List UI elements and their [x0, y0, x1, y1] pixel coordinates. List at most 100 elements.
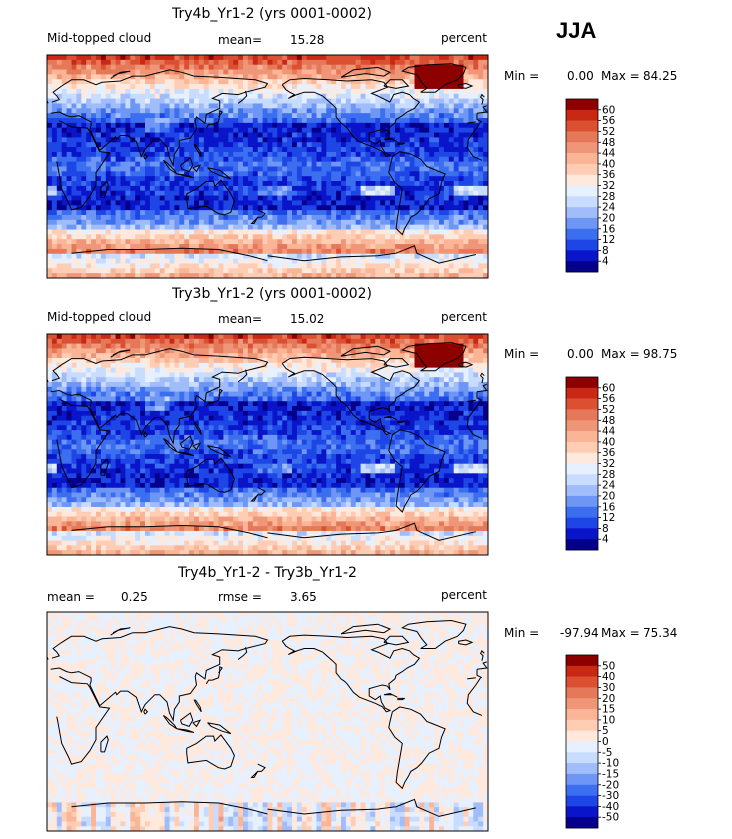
map-cell: [86, 195, 92, 202]
map-cell: [164, 64, 171, 71]
map-cell: [478, 248, 484, 255]
map-cell: [125, 74, 131, 80]
map-cell: [105, 244, 112, 250]
map-cell: [262, 338, 269, 345]
map-cell: [463, 74, 469, 80]
map-cell: [179, 74, 185, 80]
map-cell: [316, 273, 322, 278]
map-cell: [321, 181, 327, 187]
colorbar-tick-label: 36: [602, 169, 616, 181]
map-cell: [341, 147, 347, 153]
map-cell: [247, 353, 254, 359]
map-cell: [414, 79, 420, 85]
map-cell: [223, 93, 229, 100]
map-cell: [385, 161, 391, 168]
map-cell: [478, 367, 484, 374]
map-cell: [164, 93, 171, 100]
map-cell: [169, 185, 175, 192]
map-cell: [61, 248, 68, 255]
map-cell: [483, 84, 488, 90]
map-cell: [61, 55, 68, 61]
map-cell: [169, 147, 175, 153]
map-cell: [213, 69, 220, 75]
map-cell: [228, 137, 234, 143]
map-cell: [277, 74, 283, 80]
map-cell: [483, 263, 488, 269]
map-cell: [478, 239, 484, 245]
map-cell: [110, 103, 117, 109]
map-cell: [66, 161, 73, 168]
map-cell: [404, 166, 411, 172]
map-cell: [218, 88, 224, 95]
map-cell: [208, 244, 215, 250]
map-cell: [145, 156, 151, 163]
map-cell: [385, 59, 391, 66]
map-cell: [96, 234, 102, 240]
map-cell: [429, 229, 435, 235]
map-cell: [434, 195, 440, 202]
map-cell: [228, 263, 234, 269]
map-cell: [71, 205, 77, 211]
map-cell: [154, 372, 161, 378]
map-cell: [164, 263, 171, 269]
map-cell: [468, 55, 474, 61]
map-cell: [463, 93, 469, 100]
map-cell: [355, 273, 362, 278]
map-cell: [292, 253, 298, 260]
map-cell: [262, 348, 269, 354]
map-cell: [198, 142, 205, 148]
map-cell: [223, 88, 229, 95]
map-cell: [257, 113, 264, 119]
map-cell: [434, 258, 440, 265]
map-cell: [189, 84, 195, 90]
map-cell: [262, 156, 269, 163]
map-cell: [443, 142, 450, 148]
map-cell: [184, 98, 190, 105]
map-cell: [341, 176, 347, 182]
map-cell: [238, 205, 244, 211]
map-cell: [399, 103, 406, 109]
map-cell: [228, 358, 234, 364]
map-cell: [130, 55, 136, 61]
map-cell: [223, 64, 229, 71]
map-cell: [287, 205, 293, 211]
map-cell: [424, 214, 430, 221]
map-cell: [125, 214, 131, 221]
map-cell: [473, 64, 479, 71]
map-cell: [213, 84, 220, 90]
map-cell: [429, 253, 435, 260]
map-cell: [223, 239, 229, 245]
map-cell: [130, 88, 136, 95]
map-cell: [306, 64, 313, 71]
map-cell: [458, 181, 465, 187]
map-cell: [243, 273, 249, 278]
map-cell: [47, 88, 53, 95]
map-cell: [316, 248, 322, 255]
map-cell: [140, 273, 146, 278]
map-cell: [394, 185, 401, 192]
map-cell: [135, 118, 141, 124]
map-cell: [179, 151, 185, 158]
map-cell: [213, 244, 220, 250]
map-cell: [91, 244, 97, 250]
map-cell: [394, 88, 401, 95]
map-cell: [434, 147, 440, 153]
map-cell: [355, 98, 362, 105]
map-cell: [429, 248, 435, 255]
map-cell: [164, 234, 171, 240]
map-cell: [282, 181, 288, 187]
map-cell: [149, 161, 156, 168]
map-cell: [140, 171, 146, 177]
map-cell: [194, 358, 200, 364]
map-cell: [463, 362, 469, 369]
map-cell: [345, 137, 352, 143]
map-cell: [292, 338, 298, 345]
map-cell: [306, 205, 313, 211]
map-cell: [100, 103, 107, 109]
map-cell: [61, 338, 68, 345]
map-cell: [429, 195, 435, 202]
map-cell: [233, 273, 239, 278]
map-cell: [262, 210, 269, 216]
map-cell: [345, 190, 352, 197]
map-cell: [419, 338, 425, 345]
